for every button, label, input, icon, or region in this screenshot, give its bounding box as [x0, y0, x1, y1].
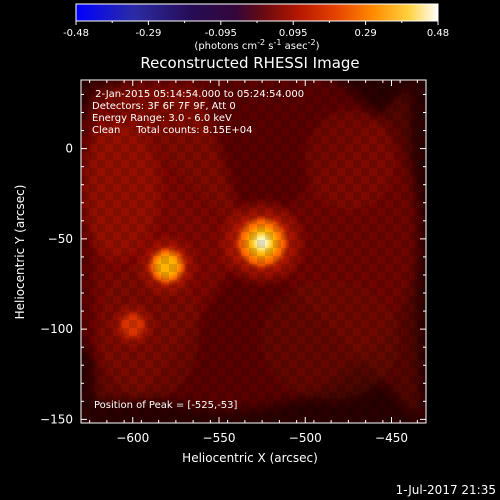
source-layer — [115, 204, 301, 343]
info-block: 2-Jan-2015 05:14:54.000 to 05:24:54.000 … — [92, 89, 304, 136]
x-axis: −600 −550 −500 −450 — [89, 80, 418, 445]
chart-title: Reconstructed RHESSI Image — [140, 54, 359, 72]
y-tick-label: 0 — [65, 142, 73, 156]
peak-position-label: Position of Peak = [-525,-53] — [94, 400, 238, 411]
y-tick-label: −150 — [40, 412, 73, 426]
colorbar — [75, 3, 439, 22]
colorbar-tick-label: 0.29 — [354, 28, 376, 39]
info-line-1: Detectors: 3F 6F 7F 9F, Att 0 — [92, 101, 236, 112]
colorbar-tick-label: 0.48 — [427, 28, 449, 39]
colorbar-tick-label: -0.48 — [63, 28, 89, 39]
y-axis: 0 −50 −100 −150 — [40, 93, 426, 426]
heatmap-image — [81, 80, 426, 423]
x-tick-label: −450 — [375, 431, 408, 445]
y-tick-label: −100 — [40, 322, 73, 336]
source-0 — [224, 204, 301, 281]
footer-timestamp: 1-Jul-2017 21:35 — [396, 483, 496, 497]
y-axis-label: Heliocentric Y (arcsec) — [13, 185, 27, 320]
info-line-0: 2-Jan-2015 05:14:54.000 to 05:24:54.000 — [92, 89, 304, 100]
x-tick-label: −600 — [116, 431, 149, 445]
info-line-3: Clean Total counts: 8.15E+04 — [92, 125, 252, 136]
source-1 — [141, 240, 193, 292]
plot-frame — [80, 79, 427, 424]
colorbar-ticks: -0.48 -0.29 -0.095 0.095 0.29 0.48 — [63, 21, 449, 39]
colorbar-tick-label: 0.095 — [279, 28, 308, 39]
colorbar-tick-label: -0.29 — [135, 28, 161, 39]
source-2 — [115, 308, 150, 343]
info-line-2: Energy Range: 3.0 - 6.0 keV — [92, 113, 232, 124]
colorbar-tick-label: -0.095 — [205, 28, 237, 39]
x-tick-label: −550 — [203, 431, 236, 445]
x-axis-label: Heliocentric X (arcsec) — [182, 451, 318, 465]
pixel-texture — [81, 80, 426, 423]
y-tick-label: −50 — [48, 232, 73, 246]
x-tick-label: −500 — [289, 431, 322, 445]
colorbar-units: (photons cm-2 s-1 asec-2) — [194, 38, 319, 53]
